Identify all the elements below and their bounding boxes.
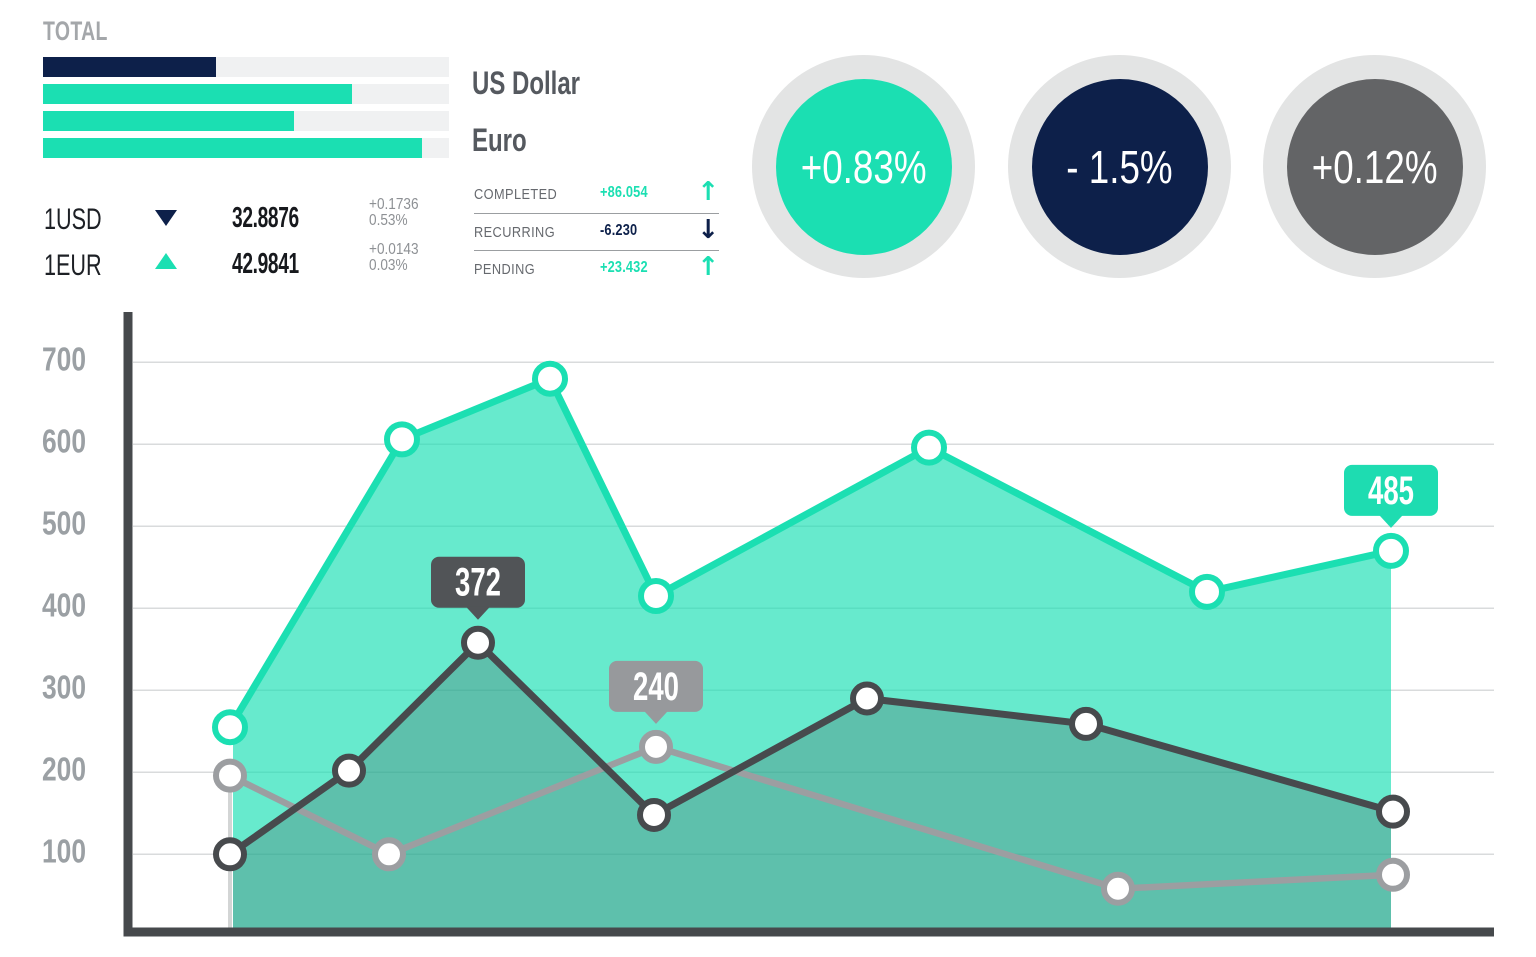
callout-label-485: 485: [1368, 469, 1414, 513]
callout-pointer-485: [1379, 514, 1403, 528]
y-tick-label-200: 200: [42, 750, 86, 787]
bar-fill-4: [43, 138, 423, 158]
bar-track: [43, 84, 449, 104]
y-axis: [123, 312, 133, 937]
dark-shade-fill: [233, 642, 1391, 932]
dark-line-marker-2: [461, 625, 495, 660]
teal-area-marker-3: [638, 578, 674, 614]
total-title: TOTAL: [43, 16, 108, 46]
kpi-value-teal: +0.83%: [775, 78, 952, 255]
callout-label-240: 240: [633, 665, 679, 709]
callout-box-240: [609, 660, 703, 712]
teal-area-marker-2: [532, 360, 568, 397]
teal-area-marker-5: [1189, 573, 1225, 610]
bar-track: [43, 138, 449, 158]
bar-fill-1: [43, 57, 216, 77]
bar-track: [43, 111, 449, 131]
dark-line-marker-3: [637, 797, 671, 832]
summary-row-recurring: RECURRING -6.230 ↓: [474, 214, 719, 252]
kpi-circle-gray: +0.12%: [1263, 55, 1486, 278]
y-tick-label-600: 600: [42, 422, 86, 459]
gray-line-marker-2: [639, 729, 673, 764]
kpi-value-gray: +0.12%: [1286, 78, 1463, 255]
total-bars: [43, 57, 449, 165]
y-tick-label-500: 500: [42, 504, 86, 541]
eur-rate-value: 42.9841: [232, 248, 299, 280]
eur-up-triangle-icon: [155, 253, 177, 269]
y-tick-label-100: 100: [42, 832, 86, 869]
usd-rate-change: +0.1736 0.53%: [369, 196, 419, 229]
kpi-circle-teal: +0.83%: [752, 55, 975, 278]
callout-pointer-372: [466, 606, 490, 620]
usd-down-triangle-icon: [155, 210, 177, 226]
teal-area-marker-1: [384, 421, 420, 458]
summary-label: COMPLETED: [474, 186, 558, 203]
y-tick-label-400: 400: [42, 586, 86, 623]
main-area-chart: 700 600 500 400 300 200 100 372 240 485: [42, 312, 1494, 937]
euro-label: Euro: [472, 122, 527, 158]
dark-line-marker-1: [332, 753, 366, 788]
gray-line-marker-0: [213, 758, 247, 793]
y-tick-label-700: 700: [42, 340, 86, 377]
teal-area-marker-0: [212, 709, 248, 746]
usd-rate-value: 32.8876: [232, 202, 299, 234]
teal-area-marker-6: [1373, 532, 1409, 569]
y-tick-label-300: 300: [42, 668, 86, 705]
eur-pair-label: 1EUR: [44, 249, 102, 282]
summary-value: +23.432: [600, 259, 648, 277]
x-axis: [123, 927, 1494, 937]
gray-line-marker-1: [372, 837, 406, 872]
dark-line-marker-4: [850, 681, 884, 716]
teal-area-marker-4: [911, 429, 947, 466]
bar-track: [43, 57, 449, 77]
usd-pair-label: 1USD: [44, 203, 102, 236]
summary-label: RECURRING: [474, 223, 556, 241]
summary-value: -6.230: [600, 221, 638, 239]
bar-fill-3: [43, 111, 294, 131]
callout-box-485: [1344, 464, 1438, 516]
summary-value: +86.054: [600, 184, 648, 201]
kpi-circle-navy: - 1.5%: [1008, 55, 1231, 278]
summary-label: PENDING: [474, 261, 536, 279]
up-arrow-icon: ↑: [697, 177, 719, 207]
callout-box-372: [431, 556, 525, 608]
summary-row-pending: PENDING +23.432 ↑: [474, 251, 719, 288]
us-dollar-label: US Dollar: [472, 65, 581, 101]
gray-line-marker-3: [1101, 871, 1135, 906]
down-arrow-icon: ↓: [697, 214, 719, 245]
dark-line-marker-5: [1069, 706, 1103, 741]
up-arrow-icon: ↑: [697, 252, 719, 283]
summary-table: COMPLETED +86.054 ↑ RECURRING -6.230 ↓ P…: [474, 176, 719, 288]
eur-rate-change: +0.0143 0.03%: [369, 241, 419, 274]
dark-line-marker-0: [213, 837, 247, 872]
kpi-value-navy: - 1.5%: [1031, 78, 1208, 255]
bar-fill-2: [43, 84, 352, 104]
gray-line-marker-4: [1376, 857, 1410, 892]
callout-pointer-240: [644, 710, 668, 724]
summary-row-completed: COMPLETED +86.054 ↑: [474, 176, 719, 214]
dark-line-marker-6: [1376, 794, 1410, 829]
callout-label-372: 372: [455, 561, 501, 605]
teal-area-fill: [233, 378, 1391, 932]
